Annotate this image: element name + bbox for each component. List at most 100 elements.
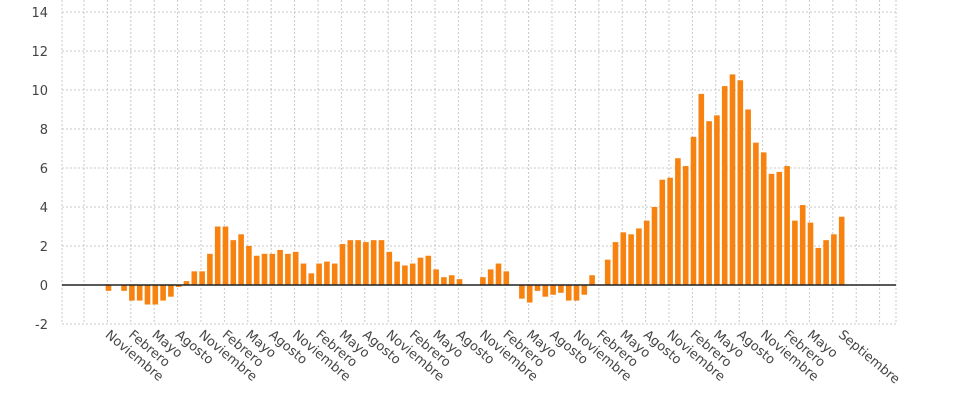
y-tick-label: -2 xyxy=(35,318,48,333)
bar xyxy=(409,263,416,285)
bar xyxy=(651,207,658,285)
bar xyxy=(246,246,252,285)
bar xyxy=(612,242,619,285)
bar xyxy=(503,271,510,285)
bar xyxy=(792,220,798,285)
bar xyxy=(831,234,837,285)
bar xyxy=(433,269,439,285)
bar xyxy=(144,285,151,305)
bar xyxy=(721,86,728,285)
bar xyxy=(753,142,759,285)
bar xyxy=(425,255,432,285)
bar xyxy=(207,253,213,285)
bar xyxy=(675,158,681,285)
bar xyxy=(363,242,369,285)
bar xyxy=(448,275,455,285)
bar xyxy=(682,166,689,285)
bar xyxy=(386,251,393,285)
bar xyxy=(589,275,595,285)
bar xyxy=(324,261,330,285)
bar xyxy=(222,226,229,285)
bar xyxy=(253,255,260,285)
bar xyxy=(183,281,190,285)
bar xyxy=(487,269,494,285)
bar xyxy=(269,253,276,285)
bar xyxy=(768,173,775,285)
bar xyxy=(136,285,143,301)
bar xyxy=(347,240,354,285)
bar xyxy=(152,285,159,305)
bar xyxy=(121,285,127,291)
bar xyxy=(238,234,244,285)
bar xyxy=(261,253,268,285)
bar xyxy=(355,240,361,285)
bar xyxy=(394,261,400,285)
bar xyxy=(636,228,642,285)
bar xyxy=(807,222,814,285)
bar xyxy=(838,216,845,285)
bar xyxy=(441,277,447,285)
bar xyxy=(620,232,627,285)
bars xyxy=(105,74,845,305)
bar xyxy=(230,240,237,285)
bar xyxy=(370,240,377,285)
y-tick-label: 2 xyxy=(40,240,48,255)
bar xyxy=(160,285,166,301)
bar xyxy=(659,179,666,285)
y-tick-label: 10 xyxy=(31,84,48,99)
bar xyxy=(316,263,322,285)
bar xyxy=(737,80,744,285)
y-tick-label: 8 xyxy=(40,123,48,138)
bar xyxy=(495,263,502,285)
bar xyxy=(129,285,135,301)
bar xyxy=(285,253,291,285)
bar xyxy=(519,285,525,299)
bar xyxy=(300,263,307,285)
bar xyxy=(729,74,736,286)
bar xyxy=(378,240,385,285)
bar xyxy=(581,285,588,295)
bar xyxy=(175,285,182,287)
y-tick-label: 14 xyxy=(31,6,48,21)
y-axis-ticks: -2 0 2 4 6 8 10 12 14 xyxy=(31,6,48,333)
bar xyxy=(628,234,634,285)
bar xyxy=(331,263,338,285)
bar xyxy=(542,285,549,297)
bar xyxy=(550,285,556,295)
bar xyxy=(214,226,221,285)
bar xyxy=(698,93,705,286)
bar xyxy=(191,271,198,285)
bar xyxy=(339,244,346,285)
bar xyxy=(105,285,112,291)
bar xyxy=(565,285,572,301)
bar xyxy=(558,285,564,293)
y-tick-label: 0 xyxy=(40,279,48,294)
bar xyxy=(643,220,650,285)
bar xyxy=(480,277,486,285)
bar xyxy=(199,271,205,285)
bar xyxy=(815,247,822,285)
y-tick-label: 4 xyxy=(40,201,48,216)
bar xyxy=(667,177,673,285)
bar xyxy=(714,115,720,285)
bar xyxy=(277,249,283,285)
bar xyxy=(823,240,829,285)
bar xyxy=(604,259,611,285)
bar xyxy=(534,285,541,291)
bar xyxy=(456,279,463,285)
bar xyxy=(168,285,174,297)
bar xyxy=(745,109,751,285)
bar xyxy=(760,152,767,285)
y-tick-label: 6 xyxy=(40,162,48,177)
bar xyxy=(402,265,408,285)
x-tick-label: Septiembre xyxy=(835,328,902,388)
bar xyxy=(526,285,533,303)
bar xyxy=(417,257,424,285)
bar xyxy=(784,166,790,285)
x-axis-ticks: NoviembreFebreroMayoAgostoNoviembreFebre… xyxy=(102,328,902,388)
bar xyxy=(799,205,806,285)
bar xyxy=(776,171,783,285)
bar xyxy=(573,285,580,301)
